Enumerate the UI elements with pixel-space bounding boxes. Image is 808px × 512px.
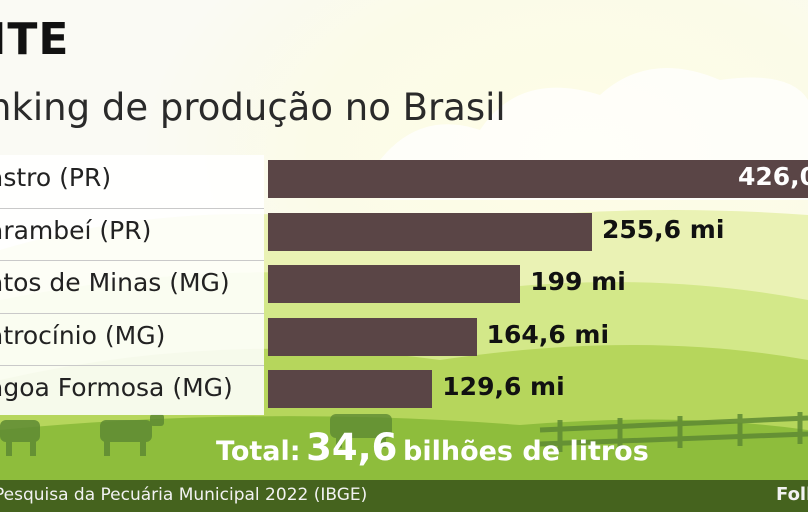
bar [268, 265, 521, 303]
bar [268, 160, 808, 198]
bar-row: atrocínio (MG) 164,6 mi [0, 313, 808, 365]
row-separator [0, 365, 264, 366]
category-label: arambeí (PR) [0, 215, 152, 245]
bar-row: agoa Formosa (MG) 129,6 mi [0, 365, 808, 417]
row-separator [0, 312, 264, 314]
fence [539, 412, 808, 452]
total-value: 34,6 [306, 426, 398, 469]
bar-row: atos de Minas (MG) 199 mi [0, 260, 808, 312]
bar [268, 370, 433, 408]
chart-subtitle: nking de produção no Brasil [0, 86, 506, 129]
value-label: 164,6 mi [486, 319, 610, 349]
cow-silhouette-center [330, 414, 392, 448]
category-label-panel [0, 155, 264, 415]
category-label: agoa Formosa (MG) [0, 373, 233, 402]
bar-row: astro (PR) 426,0 [0, 155, 808, 207]
value-label: 255,6 mi [602, 214, 725, 244]
cow-silhouette [100, 414, 164, 456]
total-line: Total: 34,6 bilhões de litros [216, 426, 649, 469]
cow-silhouette-left [0, 420, 40, 456]
value-label: 199 mi [530, 267, 626, 296]
row-separator [0, 260, 264, 261]
category-label: atrocínio (MG) [0, 320, 166, 350]
bar [268, 212, 592, 251]
footer-bar: Pesquisa da Pecuária Municipal 2022 (IBG… [0, 480, 808, 512]
bar [268, 317, 477, 356]
row-separator [0, 207, 264, 209]
total-label: Total: [216, 436, 301, 467]
total-unit: bilhões de litros [403, 436, 649, 467]
bar-row: arambeí (PR) 255,6 mi [0, 208, 808, 260]
value-label: 129,6 mi [442, 372, 565, 401]
value-label: 426,0 [738, 162, 808, 191]
category-label: astro (PR) [0, 163, 112, 192]
source-text: Pesquisa da Pecuária Municipal 2022 (IBG… [0, 485, 368, 505]
brand-logo-text: Foll [776, 484, 808, 505]
category-label: atos de Minas (MG) [0, 268, 230, 297]
chart-title: ITE [0, 14, 70, 65]
